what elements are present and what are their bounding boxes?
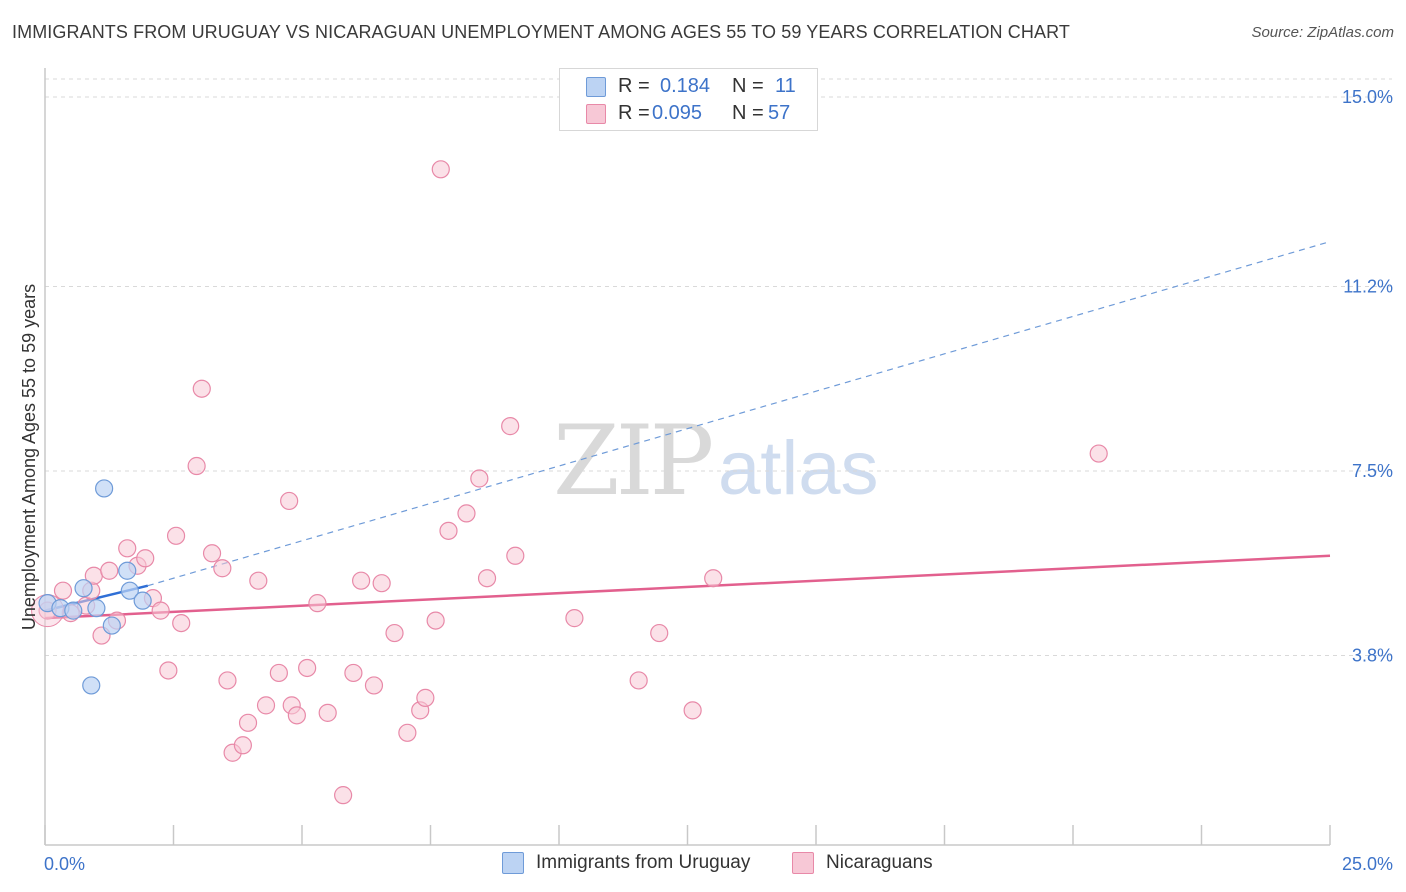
nicaragua-point — [372, 574, 391, 593]
nicaragua-point — [344, 663, 363, 683]
n-label-uruguay: N = — [732, 75, 764, 97]
n-value-uruguay: 11 — [775, 75, 796, 97]
n-value-nicaragua: 57 — [768, 102, 791, 124]
y-axis-title: Unemployment Among Ages 55 to 59 years — [19, 284, 39, 630]
watermark-zip: ZIP — [553, 405, 714, 517]
uruguay-point — [74, 579, 93, 598]
nicaragua-point — [172, 613, 191, 633]
nicaragua-point — [53, 581, 73, 600]
nicaragua-point — [416, 688, 435, 707]
nicaragua-point — [256, 696, 276, 715]
nicaragua-point — [202, 544, 222, 563]
legend-item-uruguay[interactable]: Immigrants from Uruguay — [502, 852, 750, 874]
y-tick-label: 15.0% — [1342, 87, 1393, 107]
uruguay-point — [118, 561, 137, 580]
nicaragua-point — [269, 663, 288, 683]
y-tick-label: 3.8% — [1352, 646, 1393, 666]
nicaragua-point — [187, 456, 206, 476]
x-tick-label-max: 25.0% — [1342, 854, 1393, 874]
nicaragua-point — [501, 417, 520, 436]
nicaragua-point — [352, 571, 371, 590]
nicaragua-point — [166, 526, 186, 545]
data-points — [31, 160, 1108, 805]
nicaragua-point — [470, 469, 489, 488]
y-tick-label: 7.5% — [1352, 461, 1393, 481]
nicaragua-point — [477, 569, 497, 588]
nicaragua-swatch — [586, 104, 606, 124]
r-value-nicaragua: 0.095 — [652, 102, 703, 124]
nicaragua-point — [398, 723, 417, 742]
nicaragua-point — [385, 623, 404, 643]
nicaragua-point — [506, 546, 525, 565]
y-tick-label: 11.2% — [1343, 276, 1393, 296]
nicaragua-point — [213, 559, 232, 578]
nicaragua-point — [629, 671, 648, 690]
nicaragua-point — [439, 521, 458, 540]
nicaragua-point — [650, 623, 669, 643]
nicaragua-point — [431, 160, 450, 179]
nicaragua-point — [249, 571, 268, 590]
nicaragua-point — [280, 491, 299, 511]
source-credit: Source: ZipAtlas.com — [1251, 24, 1394, 41]
n-label-nicaragua: N = — [732, 102, 764, 124]
uruguay-point — [87, 599, 106, 618]
x-tick-label-min: 0.0% — [44, 854, 85, 874]
nicaragua-point — [100, 561, 119, 580]
uruguay-trend-extension — [147, 241, 1331, 587]
uruguay-swatch — [586, 77, 606, 97]
nicaragua-point — [151, 601, 170, 620]
chart-title: IMMIGRANTS FROM URUGUAY VS NICARAGUAN UN… — [12, 22, 1070, 42]
r-label-uruguay: R = — [618, 75, 650, 97]
nicaragua-point — [318, 703, 337, 722]
watermark-atlas: atlas — [718, 426, 879, 511]
legend-swatch-nicaragua — [792, 852, 814, 874]
tick-labels: 3.8% 7.5% 11.2% 15.0% 0.0% 25.0% Unemployment … — [19, 87, 1393, 874]
uruguay-point — [82, 676, 101, 695]
axes — [44, 68, 1331, 846]
nicaragua-point — [218, 671, 237, 690]
uruguay-point — [120, 581, 139, 600]
nicaragua-point — [238, 713, 258, 732]
r-label-nicaragua: R = — [618, 102, 650, 124]
uruguay-point — [102, 616, 121, 635]
nicaragua-point — [683, 701, 702, 720]
legend-label-uruguay: Immigrants from Uruguay — [536, 852, 751, 873]
nicaragua-point — [457, 504, 476, 523]
nicaragua-point — [704, 569, 723, 588]
legend-label-nicaragua: Nicaraguans — [826, 852, 933, 873]
nicaragua-point — [192, 379, 211, 398]
nicaragua-point — [364, 676, 384, 695]
nicaragua-point — [118, 539, 137, 558]
trend-lines — [44, 241, 1331, 620]
nicaragua-point — [426, 611, 445, 630]
nicaragua-point — [334, 786, 353, 805]
legend-swatch-uruguay — [502, 852, 524, 874]
correlation-legend: R = 0.184 N = 11 R = 0.095 N = 57 — [559, 68, 818, 131]
nicaragua-point — [159, 661, 178, 680]
legend-item-nicaragua[interactable]: Nicaraguans — [792, 852, 933, 874]
nicaragua-point — [308, 594, 327, 613]
uruguay-point — [95, 479, 114, 498]
nicaragua-point — [565, 609, 584, 628]
nicaragua-point — [1089, 444, 1108, 463]
nicaragua-point — [287, 706, 306, 725]
nicaragua-trend-line — [44, 554, 1331, 620]
grid-lines — [45, 78, 1392, 657]
r-value-uruguay: 0.184 — [660, 75, 711, 97]
series-legend: Immigrants from Uruguay Nicaraguans — [0, 852, 1406, 878]
nicaragua-point — [136, 549, 155, 568]
nicaragua-point — [233, 736, 252, 755]
uruguay-point — [64, 601, 83, 620]
uruguay-point — [133, 591, 152, 610]
nicaragua-point — [298, 658, 317, 678]
